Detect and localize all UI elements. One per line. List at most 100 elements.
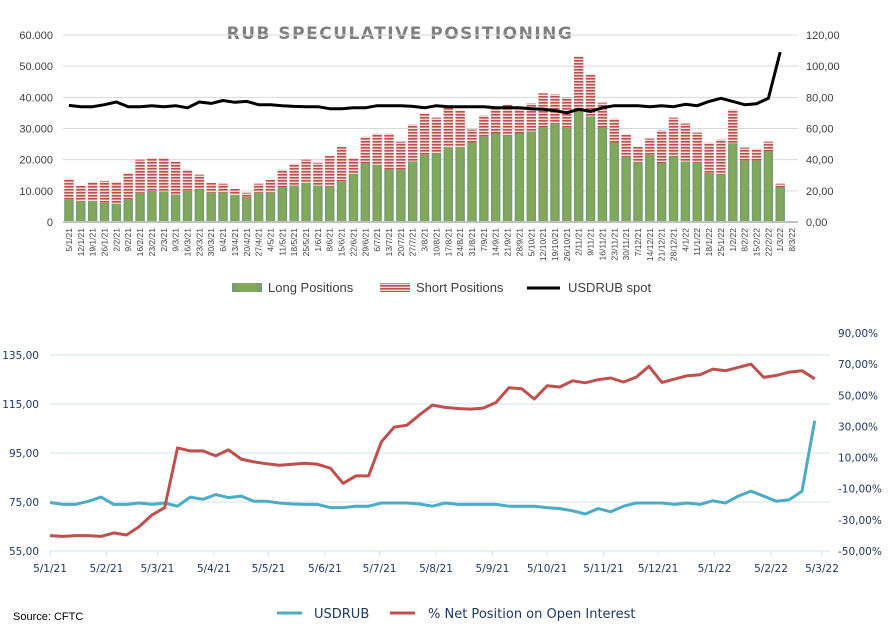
- x-tick-label: 12/1/21: [76, 228, 86, 257]
- x-tick-label: 5/9/21: [476, 563, 510, 575]
- x-tick-label: 3/8/21: [420, 228, 430, 252]
- x-tick-label: 31/8/21: [467, 228, 477, 257]
- x-tick-label: 18/5/21: [289, 228, 299, 257]
- x-tick-label: 8/3/22: [787, 228, 797, 252]
- y-left-tick-label: 40.000: [19, 92, 53, 104]
- bar-short-positions: [242, 192, 252, 197]
- bar-short-positions: [336, 146, 347, 182]
- bar-long-positions: [656, 163, 667, 222]
- bar-long-positions: [562, 126, 572, 222]
- bar-long-positions: [538, 127, 548, 222]
- bar-long-positions: [135, 192, 145, 222]
- x-tick-label: 23/11/21: [609, 228, 619, 261]
- x-tick-label: 16/11/21: [597, 228, 607, 261]
- bar-short-positions: [704, 142, 714, 173]
- bar-short-positions: [716, 139, 726, 175]
- x-tick-label: 17/8/21: [443, 228, 453, 257]
- usdrub-net-position-chart: 55,00 75,00 95,00 115,00 135,00 -50,00% -30,00…: [2, 328, 882, 622]
- bar-short-positions: [550, 94, 560, 124]
- bar-short-positions: [775, 183, 785, 188]
- bar-long-positions: [170, 194, 181, 222]
- x-tick-label: 1/6/21: [313, 228, 323, 252]
- x-tick-label: 25/5/21: [301, 228, 311, 257]
- bar-short-positions: [218, 183, 228, 193]
- bar-long-positions: [111, 203, 122, 222]
- x-tick-label: 12/10/21: [538, 228, 548, 261]
- y-left-tick-label: 10.000: [19, 186, 53, 198]
- y-right-tick-label: 60,00: [806, 124, 834, 136]
- bar-short-positions: [763, 141, 774, 152]
- bar-long-positions: [704, 172, 714, 222]
- x-tick-label: 9/11/21: [586, 228, 596, 256]
- x-tick-label: 5/3/22: [805, 563, 839, 575]
- x-tick-label: 5/1/21: [64, 228, 74, 252]
- legend-label-usdrub: USDRUB: [314, 607, 369, 622]
- x-tick-label: 21/9/21: [503, 228, 513, 257]
- x-tick-label: 10/8/21: [431, 228, 441, 257]
- x-tick-label: 16/2/21: [135, 228, 145, 257]
- y-left-tick-label: 55,00: [9, 546, 39, 558]
- x-tick-label: 27/7/21: [408, 228, 418, 257]
- line-usdrub: [49, 420, 817, 516]
- bar-short-positions: [455, 110, 465, 147]
- bar-long-positions: [573, 111, 584, 222]
- bar-short-positions: [123, 172, 133, 199]
- bar-short-positions: [573, 56, 584, 112]
- x-tick-label: 5/2/22: [754, 563, 788, 575]
- bar-long-positions: [455, 146, 465, 222]
- x-tick-label: 5/2/21: [90, 563, 124, 575]
- x-tick-label: 19/1/21: [88, 228, 98, 257]
- legend-label-usdrub-spot: USDRUB spot: [568, 280, 651, 295]
- bar-short-positions: [194, 174, 205, 190]
- bar-long-positions: [668, 156, 679, 222]
- bar-long-positions: [763, 151, 774, 222]
- y-right-tick-label: -10,00%: [838, 484, 882, 496]
- x-tick-label: 7/9/21: [479, 228, 489, 252]
- bar-long-positions: [680, 161, 691, 222]
- bar-long-positions: [407, 161, 418, 222]
- y-right-tick-label: 80,00: [806, 92, 834, 104]
- bar-short-positions: [621, 134, 631, 157]
- bar-short-positions: [99, 180, 110, 203]
- bar-long-positions: [159, 191, 169, 222]
- bar-long-positions: [597, 127, 608, 222]
- bar-long-positions: [265, 192, 276, 222]
- bar-short-positions: [372, 133, 382, 165]
- x-tick-label: 26/10/21: [562, 228, 572, 261]
- y-left-tick-label: 135,00: [2, 350, 39, 362]
- bar-short-positions: [87, 181, 98, 201]
- x-tick-label: 4/1/22: [680, 228, 690, 252]
- bar-long-positions: [242, 196, 252, 222]
- y-right-tick-label: 50,00%: [838, 390, 878, 402]
- y-right-tick-label: 0,00: [806, 217, 827, 229]
- legend-label-net-position: % Net Position on Open Interest: [428, 607, 635, 622]
- x-tick-label: 1/3/22: [775, 228, 785, 252]
- x-tick-label: 23/3/21: [194, 228, 204, 257]
- bar-long-positions: [633, 162, 643, 222]
- bar-short-positions: [656, 130, 667, 164]
- bar-short-positions: [348, 157, 359, 174]
- bar-short-positions: [479, 115, 489, 137]
- x-tick-label: 5/4/21: [197, 563, 231, 575]
- legend-label-short: Short Positions: [416, 280, 504, 295]
- y-right-tick-label: 10,00%: [838, 453, 878, 465]
- chart-title: RUB SPECULATIVE POSITIONING: [227, 24, 574, 44]
- bar-long-positions: [514, 133, 525, 222]
- bar-long-positions: [218, 192, 228, 222]
- x-tick-label: 27/4/21: [254, 228, 264, 257]
- x-tick-label: 11/5/21: [277, 228, 287, 256]
- legend-swatch-long: [232, 283, 262, 292]
- bar-short-positions: [526, 103, 536, 132]
- x-tick-label: 13/7/21: [384, 228, 394, 257]
- x-tick-label: 15/6/21: [337, 228, 347, 257]
- legend-label-long: Long Positions: [268, 280, 354, 295]
- bar-long-positions: [431, 153, 442, 222]
- x-tick-label: 8/6/21: [325, 228, 335, 252]
- x-tick-label: 5/10/21: [526, 228, 536, 257]
- x-tick-label: 19/10/21: [550, 228, 560, 261]
- x-tick-label: 24/8/21: [455, 228, 465, 257]
- bar-long-positions: [64, 199, 74, 222]
- bar-long-positions: [301, 182, 311, 222]
- bar-short-positions: [76, 185, 86, 202]
